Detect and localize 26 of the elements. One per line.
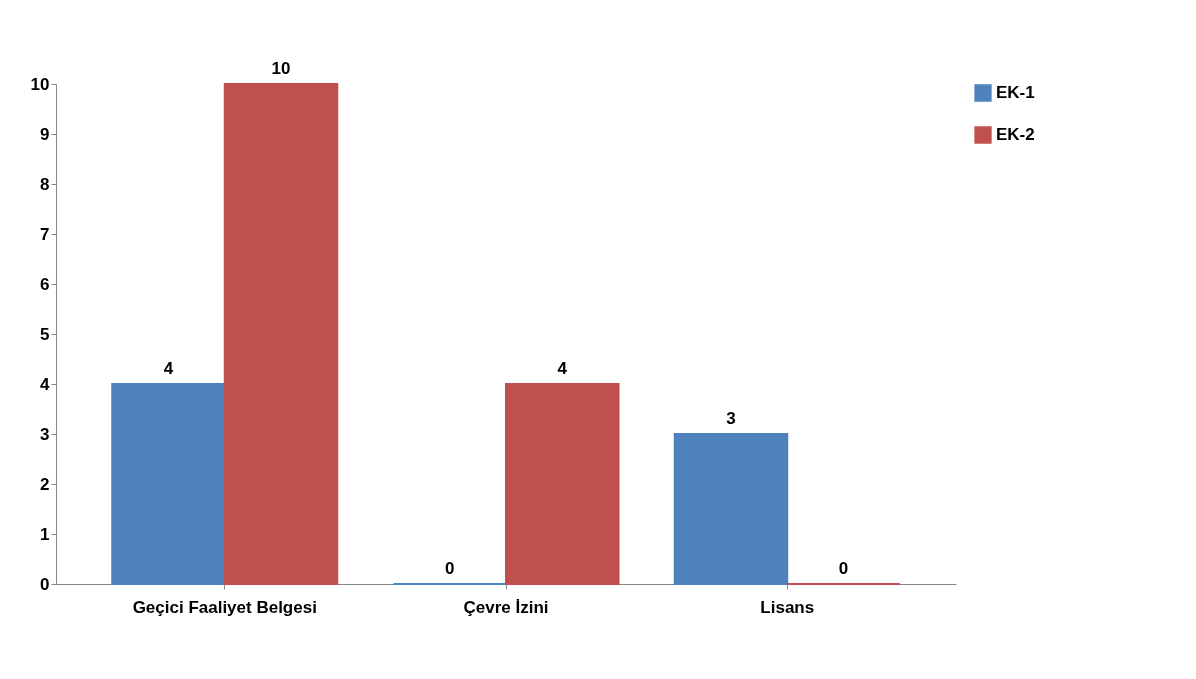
data-label: 0 [445,559,455,578]
x-tick-label: Lisans [760,597,815,617]
bar [223,83,339,585]
legend-label: EK-2 [996,125,1035,144]
y-tick-label: 8 [40,174,50,194]
data-label: 4 [557,359,568,378]
y-tick-label: 9 [40,124,50,144]
y-tick-label: 4 [40,374,51,394]
legend-label: EK-1 [996,83,1035,102]
x-tick-label: Geçici Faaliyet Belgesi [132,597,317,617]
x-tick-label: Çevre İzini [463,597,549,617]
bar [111,383,226,585]
y-tick-label: 10 [30,74,50,94]
y-tick-label: 0 [40,574,50,594]
data-label: 4 [163,359,174,378]
y-tick-label: 1 [40,524,50,544]
data-label: 10 [271,59,291,78]
y-tick-label: 6 [40,274,50,294]
y-tick-label: 5 [40,324,50,344]
bar [505,383,620,585]
bar [673,433,789,585]
y-tick-label: 2 [40,474,50,494]
data-label: 0 [838,559,849,578]
data-label: 3 [726,409,736,428]
y-tick-label: 3 [40,424,50,444]
y-tick-label: 7 [40,224,50,244]
